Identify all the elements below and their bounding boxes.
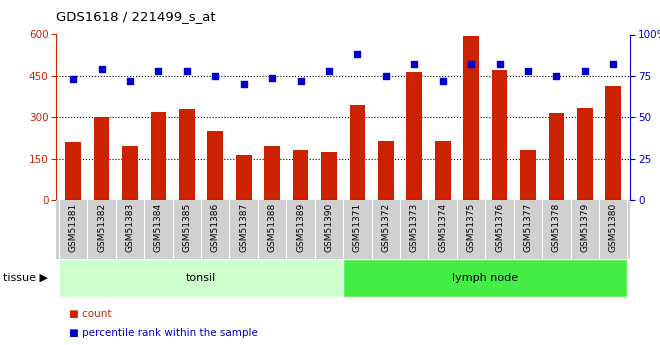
Bar [179,109,195,200]
Text: GSM51386: GSM51386 [211,203,220,252]
Text: ■ percentile rank within the sample: ■ percentile rank within the sample [69,328,258,338]
Bar [264,146,280,200]
Bar [350,105,365,200]
Bar [122,146,138,200]
Text: GSM51371: GSM51371 [353,203,362,252]
Point [409,61,420,67]
Text: GSM51376: GSM51376 [495,203,504,252]
Point [238,81,249,87]
Text: lymph node: lymph node [452,273,518,283]
Bar [435,141,451,200]
Point [210,73,220,79]
Text: GSM51387: GSM51387 [239,203,248,252]
Bar [605,86,621,200]
Point [323,68,334,74]
Text: GSM51382: GSM51382 [97,203,106,252]
Point [466,61,477,67]
Point [295,78,306,83]
Bar [94,117,110,200]
Text: GSM51390: GSM51390 [325,203,333,252]
Point [267,75,277,80]
Bar [463,36,479,200]
Bar [343,259,628,297]
Text: tissue ▶: tissue ▶ [3,273,48,283]
Bar [321,152,337,200]
Text: GSM51385: GSM51385 [182,203,191,252]
Point [153,68,164,74]
Bar [548,113,564,200]
Point [182,68,192,74]
Bar [520,150,536,200]
Point [125,78,135,83]
Text: GSM51378: GSM51378 [552,203,561,252]
Point [494,61,505,67]
Bar [65,142,81,200]
Text: GSM51388: GSM51388 [268,203,277,252]
Bar [236,155,251,200]
Bar [59,259,343,297]
Text: GSM51373: GSM51373 [410,203,418,252]
Bar [207,131,223,200]
Text: tonsil: tonsil [186,273,216,283]
Text: GSM51372: GSM51372 [381,203,390,252]
Text: GDS1618 / 221499_s_at: GDS1618 / 221499_s_at [56,10,216,23]
Text: GSM51377: GSM51377 [523,203,533,252]
Point [523,68,533,74]
Point [68,77,79,82]
Point [438,78,448,83]
Bar [492,70,508,200]
Bar [407,72,422,200]
Text: GSM51379: GSM51379 [580,203,589,252]
Text: GSM51375: GSM51375 [467,203,476,252]
Text: GSM51389: GSM51389 [296,203,305,252]
Text: GSM51374: GSM51374 [438,203,447,252]
Bar [577,108,593,200]
Point [579,68,590,74]
Point [352,52,363,57]
Bar [150,112,166,200]
Text: ■ count: ■ count [69,309,112,319]
Text: GSM51381: GSM51381 [69,203,78,252]
Text: GSM51384: GSM51384 [154,203,163,252]
Text: GSM51383: GSM51383 [125,203,135,252]
Point [551,73,562,79]
Point [381,73,391,79]
Bar [378,141,393,200]
Bar [293,150,308,200]
Point [608,61,618,67]
Text: GSM51380: GSM51380 [609,203,618,252]
Point [96,67,107,72]
